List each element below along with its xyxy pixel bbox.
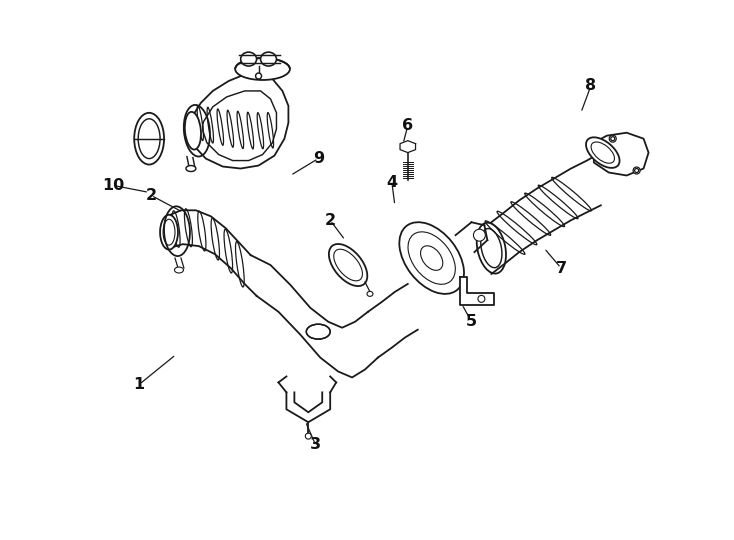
Ellipse shape xyxy=(255,73,261,79)
Text: 2: 2 xyxy=(324,213,335,228)
Polygon shape xyxy=(169,210,257,296)
Ellipse shape xyxy=(235,58,290,80)
Ellipse shape xyxy=(586,137,619,168)
Polygon shape xyxy=(491,153,601,274)
Polygon shape xyxy=(250,255,378,377)
Ellipse shape xyxy=(241,52,257,66)
Ellipse shape xyxy=(476,222,506,274)
Text: 4: 4 xyxy=(386,175,397,190)
Text: 10: 10 xyxy=(102,178,125,193)
Polygon shape xyxy=(459,277,494,305)
Ellipse shape xyxy=(367,292,373,296)
Ellipse shape xyxy=(134,113,164,165)
Ellipse shape xyxy=(473,229,485,241)
Ellipse shape xyxy=(633,167,640,174)
Text: 9: 9 xyxy=(313,151,324,166)
Ellipse shape xyxy=(478,295,485,302)
Ellipse shape xyxy=(611,137,614,140)
Ellipse shape xyxy=(635,168,639,172)
Ellipse shape xyxy=(261,52,277,66)
Ellipse shape xyxy=(186,166,196,172)
Text: 1: 1 xyxy=(134,377,145,392)
Text: 2: 2 xyxy=(145,188,156,203)
Text: 3: 3 xyxy=(310,437,321,451)
Ellipse shape xyxy=(329,244,367,286)
Text: 7: 7 xyxy=(556,260,567,275)
Polygon shape xyxy=(368,284,418,357)
Ellipse shape xyxy=(609,135,617,142)
Ellipse shape xyxy=(399,222,464,294)
Polygon shape xyxy=(400,140,415,153)
Polygon shape xyxy=(594,133,649,176)
Polygon shape xyxy=(203,91,277,160)
Text: 5: 5 xyxy=(466,314,477,329)
Text: 8: 8 xyxy=(585,78,597,93)
Ellipse shape xyxy=(175,267,184,273)
Ellipse shape xyxy=(160,215,178,249)
Polygon shape xyxy=(191,73,288,168)
Ellipse shape xyxy=(306,324,330,339)
Ellipse shape xyxy=(305,433,311,439)
Text: 6: 6 xyxy=(402,118,413,133)
Ellipse shape xyxy=(185,112,201,150)
